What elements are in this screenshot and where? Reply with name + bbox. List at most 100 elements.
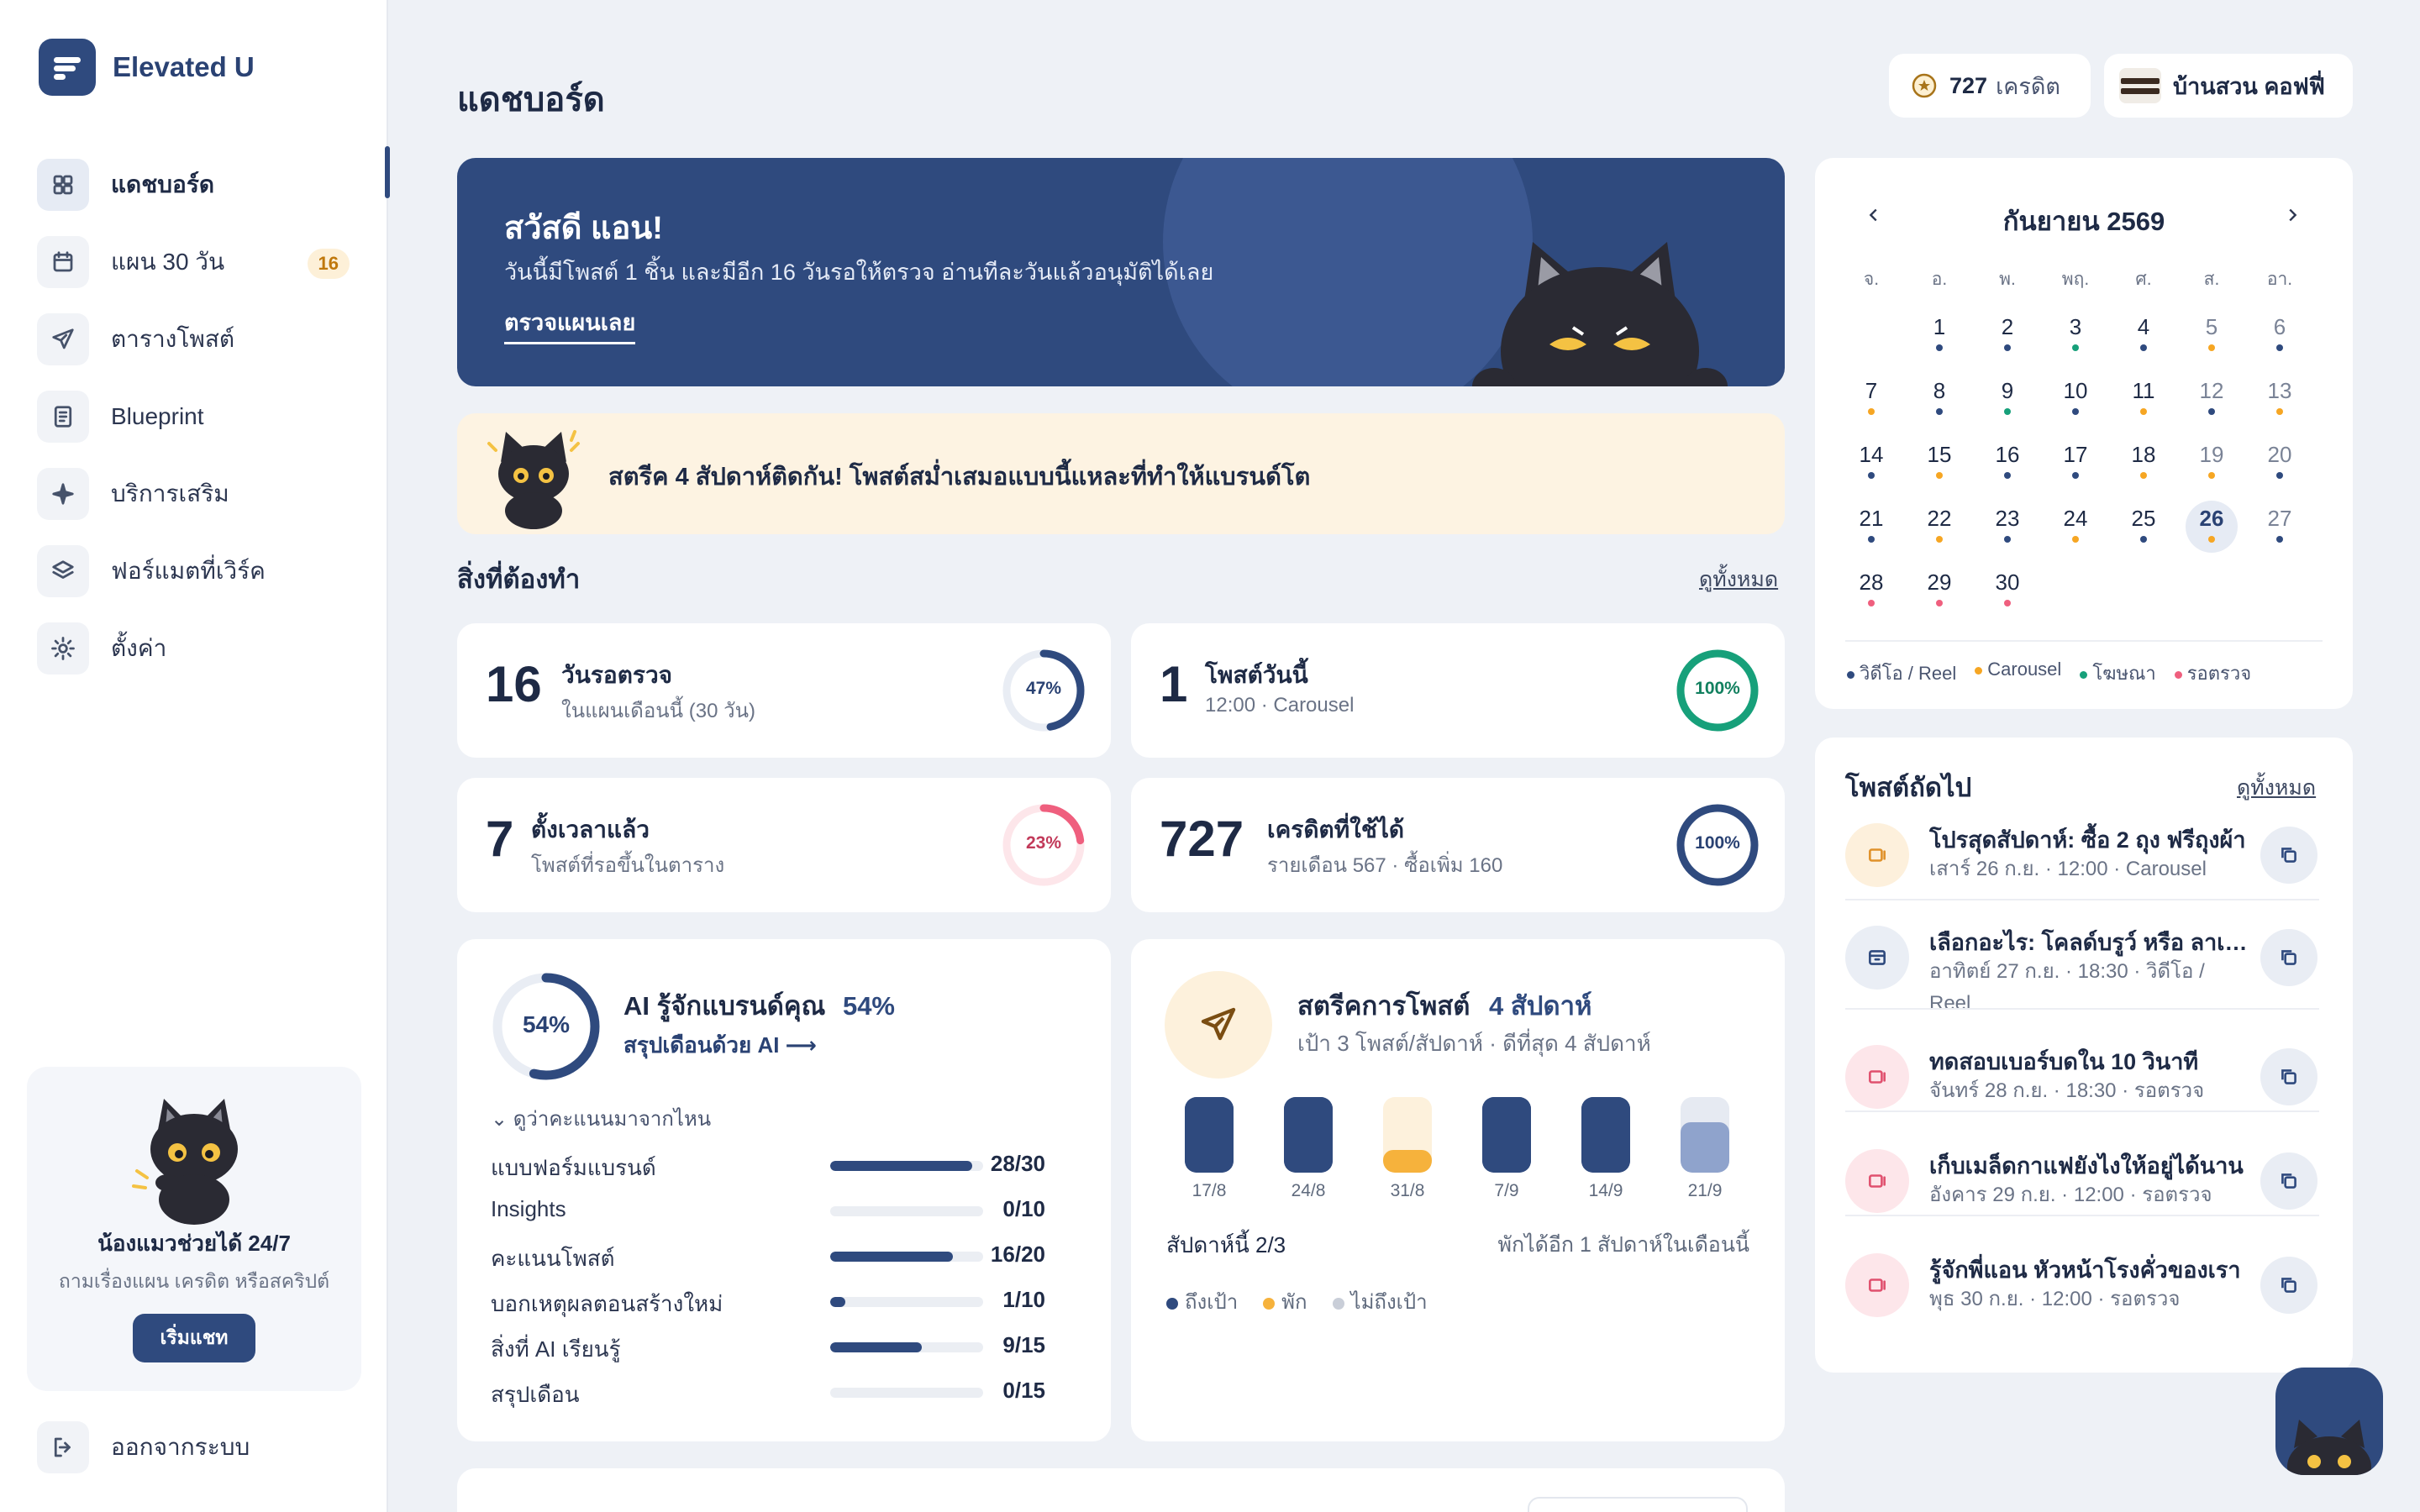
calendar-day[interactable]: 19 xyxy=(2186,437,2238,489)
calendar-day[interactable]: 29 xyxy=(1913,564,1965,617)
calendar-day[interactable]: 14 xyxy=(1845,437,1897,489)
next-month-button[interactable] xyxy=(2275,198,2309,232)
calendar-day[interactable]: 7 xyxy=(1845,373,1897,425)
copy-post-button[interactable] xyxy=(2260,827,2317,884)
ai-progress-ring: 54% xyxy=(491,971,602,1082)
section-control[interactable] xyxy=(1528,1497,1748,1512)
copy-post-button[interactable] xyxy=(2260,1048,2317,1105)
todo-see-all-link[interactable]: ดูทั้งหมด xyxy=(1699,568,1779,591)
week-bar xyxy=(1581,1097,1630,1173)
calendar-day[interactable]: 12 xyxy=(2186,373,2238,425)
sidebar-item-4[interactable]: บริการเสริม xyxy=(37,455,388,533)
calendar-day[interactable]: 11 xyxy=(2118,373,2170,425)
sidebar-item-6[interactable]: ตั้งค่า xyxy=(37,610,388,687)
sidebar-item-3[interactable]: Blueprint xyxy=(37,378,388,455)
helper-subtitle: ถามเรื่องแผน เครดิต หรือสคริปต์ xyxy=(58,1270,330,1292)
cat-chat-icon xyxy=(2287,1420,2371,1475)
legend-dot xyxy=(1263,1297,1276,1310)
calendar-day[interactable]: 23 xyxy=(1981,501,2033,553)
upcoming-post-item[interactable]: ทดสอบเบอร์บดใน 10 วินาที จันทร์ 28 ก.ย. ·… xyxy=(1845,1045,2319,1137)
ai-title: AI รู้จักแบรนด์คุณ xyxy=(623,991,826,1021)
score-row: แบบฟอร์มแบรนด์ 28/30 xyxy=(491,1149,1079,1183)
upcoming-see-all-link[interactable]: ดูทั้งหมด xyxy=(2237,776,2317,800)
calendar-day[interactable]: 13 xyxy=(2254,373,2306,425)
stat-subtitle: ในแผนเดือนนี้ (30 วัน) xyxy=(561,700,755,722)
copy-post-button[interactable] xyxy=(2260,929,2317,986)
copy-icon xyxy=(2281,848,2296,863)
post-dot xyxy=(2072,536,2079,543)
ai-summary-link[interactable]: สรุปเดือนด้วย AI ⟶ xyxy=(623,1032,817,1058)
calendar-day[interactable]: 26 xyxy=(2186,501,2238,553)
calendar-day[interactable]: 8 xyxy=(1913,373,1965,425)
helper-title: น้องแมวช่วยได้ 24/7 xyxy=(97,1231,291,1256)
calendar-day[interactable]: 25 xyxy=(2118,501,2170,553)
logout-label: ออกจากระบบ xyxy=(111,1434,250,1460)
calendar-day[interactable]: 10 xyxy=(2049,373,2102,425)
calendar-day[interactable]: 17 xyxy=(2049,437,2102,489)
score-bar xyxy=(830,1297,983,1307)
logo-icon xyxy=(39,39,96,96)
calendar-day[interactable]: 5 xyxy=(2186,309,2238,361)
post-dot xyxy=(2140,536,2147,543)
score-source-toggle[interactable]: ⌄ ดูว่าคะแนนมาจากไหน xyxy=(491,1108,712,1131)
legend-label: Carousel xyxy=(1987,659,2062,680)
calendar-day[interactable]: 6 xyxy=(2254,309,2306,361)
day-number: 21 xyxy=(1859,506,1884,531)
start-chat-button[interactable]: เริ่มแชท xyxy=(133,1314,255,1362)
calendar-day[interactable]: 21 xyxy=(1845,501,1897,553)
week-bar-fill xyxy=(1185,1097,1234,1173)
prev-month-button[interactable] xyxy=(1857,198,1891,232)
shop-switcher[interactable]: บ้านสวน คอฟฟี่ xyxy=(2104,54,2353,118)
calendar-day[interactable]: 3 xyxy=(2049,309,2102,361)
calendar-day[interactable]: 2 xyxy=(1981,309,2033,361)
brand-name: Elevated U xyxy=(113,51,255,82)
calendar-day[interactable]: 15 xyxy=(1913,437,1965,489)
score-label: Insights xyxy=(491,1196,566,1221)
sidebar-item-1[interactable]: แผน 30 วัน 16 xyxy=(37,223,388,301)
upcoming-post-item[interactable]: เก็บเมล็ดกาแฟยังไงให้อยู่ได้นาน อังคาร 29… xyxy=(1845,1149,2319,1242)
credits-pill[interactable]: 727 เครดิต xyxy=(1889,54,2091,118)
calendar-day[interactable]: 1 xyxy=(1913,309,1965,361)
upcoming-post-item[interactable]: เลือกอะไร: โคลด์บรูว์ หรือ ลาเต้เย็น อาทิ… xyxy=(1845,926,2319,1018)
score-row: คะแนนโพสต์ 16/20 xyxy=(491,1240,1079,1273)
floating-chat-button[interactable] xyxy=(2275,1368,2383,1475)
post-dot xyxy=(2004,408,2011,415)
calendar-day[interactable]: 24 xyxy=(2049,501,2102,553)
sidebar-item-2[interactable]: ตารางโพสต์ xyxy=(37,301,388,378)
streak-subtitle: เป้า 3 โพสต์/สัปดาห์ · ดีที่สุด 4 สัปดาห… xyxy=(1297,1031,1651,1056)
calendar-day[interactable]: 27 xyxy=(2254,501,2306,553)
stat-card[interactable]: 1 โพสต์วันนี้ 12:00 · Carousel 100% xyxy=(1131,623,1785,758)
brand-logo[interactable]: Elevated U xyxy=(39,39,255,96)
item-divider xyxy=(1845,899,2319,900)
stat-card[interactable]: 7 ตั้งเวลาแล้ว โพสต์ที่รอขึ้นในตาราง 23% xyxy=(457,778,1111,912)
sidebar-item-label: Blueprint xyxy=(111,403,204,429)
legend-item: ถึงเป้า xyxy=(1166,1285,1238,1318)
post-dot xyxy=(2208,344,2215,351)
logout-button[interactable]: ออกจากระบบ xyxy=(37,1421,250,1473)
legend-item: Carousel xyxy=(1975,659,2061,688)
post-dot xyxy=(2208,472,2215,479)
cat-mascot-icon xyxy=(132,1099,238,1225)
calendar-day[interactable]: 18 xyxy=(2118,437,2170,489)
calendar-day[interactable]: 16 xyxy=(1981,437,2033,489)
stat-progress-ring: 47% xyxy=(1000,647,1087,734)
score-bar xyxy=(830,1252,983,1262)
copy-post-button[interactable] xyxy=(2260,1257,2317,1314)
post-dot xyxy=(2072,472,2079,479)
upcoming-post-item[interactable]: โปรสุดสัปดาห์: ซื้อ 2 ถุง ฟรีถุงผ้า เสาร์… xyxy=(1845,823,2319,916)
stat-card[interactable]: 16 วันรอตรวจ ในแผนเดือนนี้ (30 วัน) 47% xyxy=(457,623,1111,758)
upcoming-post-item[interactable]: รู้จักพี่แอน หัวหน้าโรงคั่วของเรา พุธ 30 … xyxy=(1845,1253,2319,1346)
calendar-day[interactable]: 22 xyxy=(1913,501,1965,553)
calendar-day[interactable]: 4 xyxy=(2118,309,2170,361)
calendar-day[interactable]: 20 xyxy=(2254,437,2306,489)
calendar-day[interactable]: 28 xyxy=(1845,564,1897,617)
calendar-day[interactable]: 30 xyxy=(1981,564,2033,617)
copy-post-button[interactable] xyxy=(2260,1152,2317,1210)
review-plan-link[interactable]: ตรวจแผนเลย xyxy=(504,304,636,344)
sidebar-item-5[interactable]: ฟอร์แมตที่เวิร์ค xyxy=(37,533,388,610)
post-meta: อาทิตย์ 27 ก.ย. · 18:30 · วิดีโอ / Reel xyxy=(1929,960,2205,1015)
score-label: บอกเหตุผลตอนสร้างใหม่ xyxy=(491,1291,723,1316)
calendar-day[interactable]: 9 xyxy=(1981,373,2033,425)
stat-card[interactable]: 727 เครดิตที่ใช้ได้ รายเดือน 567 · ซื้อเพิ… xyxy=(1131,778,1785,912)
sidebar-item-0[interactable]: แดชบอร์ด xyxy=(37,146,390,223)
